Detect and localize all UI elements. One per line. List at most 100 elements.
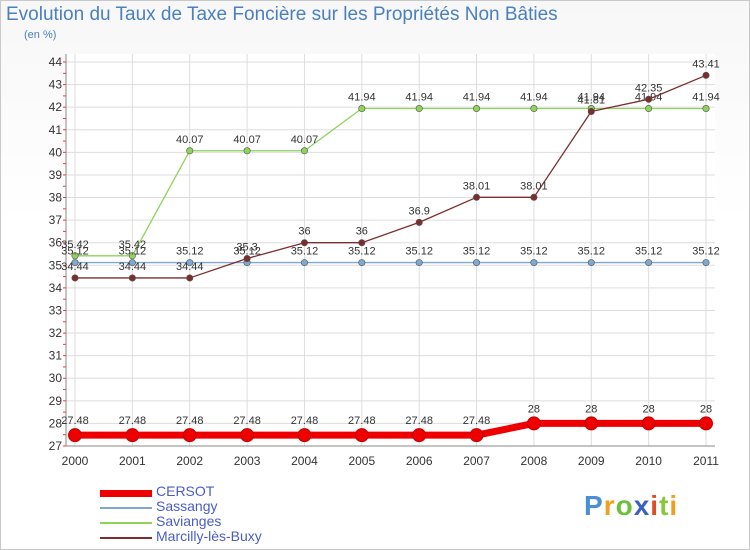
data-label: 35.12 (635, 246, 663, 258)
data-label: 36 (298, 226, 310, 238)
y-tick-label: 38 (49, 191, 63, 205)
y-tick-label: 42 (49, 100, 63, 114)
data-point (128, 259, 136, 267)
logo-letter: P (584, 490, 604, 521)
data-point (358, 105, 366, 113)
x-tick-label: 2007 (463, 454, 490, 468)
data-label: 41.94 (520, 92, 548, 104)
data-label: 38.01 (463, 180, 491, 192)
legend-swatch (100, 522, 152, 524)
y-tick-label: 32 (49, 326, 63, 340)
logo-letter: x (633, 490, 651, 521)
data-label: 40.07 (176, 134, 204, 146)
y-tick-label: 40 (49, 145, 63, 159)
data-point (358, 259, 366, 267)
x-tick-label: 2010 (635, 454, 662, 468)
data-label: 41.94 (405, 92, 433, 104)
data-label: 34.44 (176, 261, 204, 273)
data-label: 27.48 (176, 415, 204, 427)
data-point (71, 259, 79, 267)
data-label: 41.94 (578, 92, 606, 104)
data-label: 35.12 (119, 246, 147, 258)
data-label: 34.44 (61, 261, 89, 273)
data-label: 28 (643, 403, 655, 415)
data-label: 40.07 (291, 134, 319, 146)
legend-swatch (100, 507, 152, 509)
series-line (75, 107, 706, 257)
y-tick-label: 41 (49, 123, 63, 137)
data-label: 35.12 (692, 246, 720, 258)
y-tick-label: 44 (49, 55, 63, 69)
data-point (71, 252, 79, 260)
data-label: 35.12 (405, 246, 433, 258)
data-point (587, 259, 595, 267)
data-label: 35.12 (291, 246, 319, 258)
data-point (412, 428, 427, 443)
data-label: 35.12 (233, 246, 261, 258)
x-tick-label: 2006 (406, 454, 433, 468)
data-label: 35.12 (61, 246, 89, 258)
legend-swatch (100, 490, 152, 497)
data-label: 41.94 (692, 92, 720, 104)
data-point (186, 274, 194, 282)
x-tick-label: 2000 (62, 454, 89, 468)
data-point (300, 147, 308, 155)
unit-label: (en %) (24, 29, 57, 41)
y-tick-label: 29 (49, 394, 63, 408)
y-tick-label: 39 (49, 168, 63, 182)
data-label: 27.48 (405, 415, 433, 427)
x-tick-label: 2004 (291, 454, 318, 468)
y-tick-label: 37 (49, 213, 63, 227)
series-marcilly-l-s-buxy: 34.44 34.44 34.44 35.3 36 36 36.9 38.01 38.01 41.… (61, 58, 720, 282)
data-label: 27.48 (463, 415, 491, 427)
data-label: 35.12 (520, 246, 548, 258)
data-label: 35.42 (119, 239, 147, 251)
series-sassangy: 35.12 35.12 35.12 35.12 35.12 35.12 35.12 35.12… (61, 246, 720, 267)
legend-label: Sassangy (156, 498, 218, 514)
data-point (186, 147, 194, 155)
data-point (645, 259, 653, 267)
data-point (300, 259, 308, 267)
data-point (530, 105, 538, 113)
plot-area (66, 54, 715, 446)
data-label: 27.48 (348, 415, 376, 427)
data-label: 38.01 (520, 180, 548, 192)
data-point (300, 239, 308, 247)
data-point (587, 107, 595, 115)
data-label: 42.35 (635, 82, 663, 94)
data-label: 36.9 (408, 205, 429, 217)
logo-letter: i (650, 490, 660, 521)
y-tick-label: 28 (49, 416, 63, 430)
data-label: 35.42 (61, 239, 89, 251)
logo-letter: t (659, 490, 670, 521)
data-point (526, 416, 541, 431)
y-tick-label: 30 (49, 371, 63, 385)
x-tick-label: 2002 (176, 454, 203, 468)
data-label: 36 (356, 226, 368, 238)
proxiti-logo: Proxiti (584, 490, 678, 522)
x-tick-label: 2005 (348, 454, 375, 468)
data-point (473, 193, 481, 201)
data-point (415, 259, 423, 267)
data-point (182, 428, 197, 443)
data-point (71, 274, 79, 282)
data-label: 28 (585, 403, 597, 415)
data-point (473, 259, 481, 267)
data-point (415, 218, 423, 226)
data-label: 35.3 (236, 242, 257, 254)
legend-swatch (100, 537, 152, 539)
data-label: 35.12 (176, 246, 204, 258)
series-cersot: 27.48 27.48 27.48 27.48 27.48 27.48 27.48 27.48… (61, 403, 713, 443)
series-line (75, 74, 707, 279)
logo-letter: i (669, 490, 679, 521)
data-point (240, 428, 255, 443)
chart-title: Evolution du Taux de Taxe Foncière sur l… (6, 4, 558, 25)
x-tick-label: 2008 (521, 454, 548, 468)
data-point (473, 105, 481, 113)
data-label: 35.12 (578, 246, 606, 258)
y-tick-label: 36 (49, 236, 63, 250)
legend-label: CERSOT (156, 483, 215, 499)
data-point (641, 416, 656, 431)
data-point (128, 274, 136, 282)
data-label: 41.94 (463, 92, 491, 104)
